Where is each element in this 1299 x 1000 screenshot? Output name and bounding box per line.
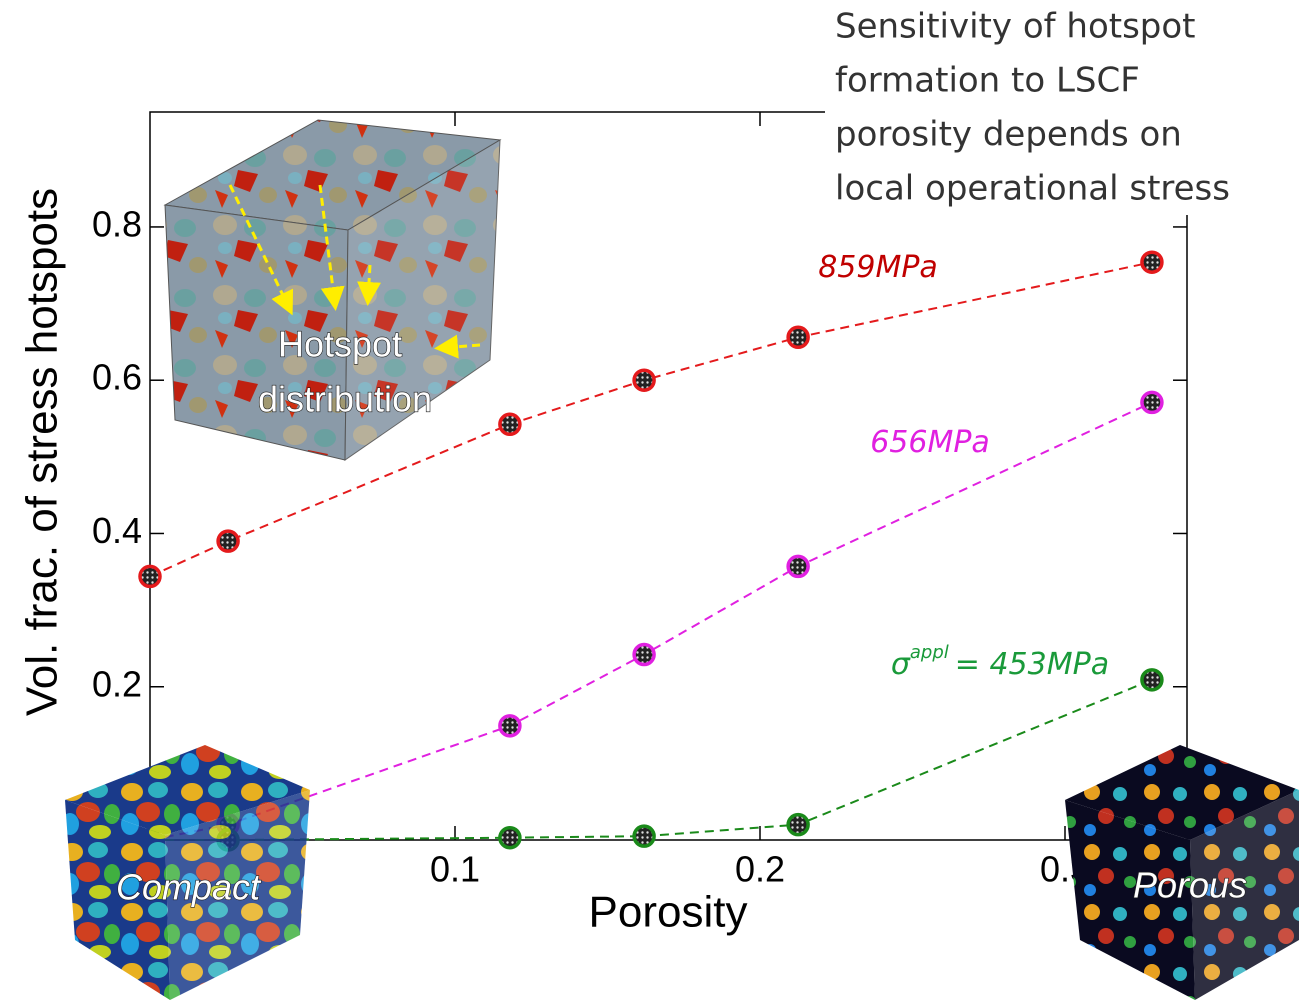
series-label: 859MPa	[818, 250, 938, 285]
image-label: Compact	[116, 867, 262, 908]
data-point	[500, 414, 520, 434]
annotation-line: formation to LSCF	[835, 61, 1140, 101]
data-point	[140, 566, 160, 586]
porous-cube: Porous	[1065, 745, 1299, 1000]
data-point	[500, 716, 520, 736]
x-axis-label: Porosity	[589, 888, 748, 937]
series-line	[150, 402, 1152, 840]
annotation-line: local operational stress	[835, 169, 1230, 209]
x-tick-label: 0.2	[735, 849, 785, 890]
data-point	[1142, 392, 1162, 412]
images: Hotspot distribution Compact Porous Sens…	[65, 0, 1299, 1000]
data-point	[500, 828, 520, 848]
y-tick-label: 0.2	[92, 663, 142, 704]
symbol: σ	[891, 647, 911, 682]
series-label: σappl = 453MPa	[891, 642, 1109, 682]
data-point	[1142, 670, 1162, 690]
data-point	[788, 327, 808, 347]
series-name: 656MPa	[870, 425, 990, 460]
data-point	[788, 815, 808, 835]
y-axis-label: Vol. frac. of stress hotspots	[18, 188, 67, 716]
annotation-line: porosity depends on	[835, 115, 1182, 155]
series-name: 859MPa	[818, 250, 938, 285]
hotspot-cube: Hotspot distribution	[165, 120, 500, 460]
data-point	[634, 370, 654, 390]
data-point	[788, 556, 808, 576]
data-point	[218, 531, 238, 551]
image-label: distribution	[258, 379, 432, 420]
y-tick-label: 0.8	[92, 203, 142, 244]
series-label: 656MPa	[870, 425, 990, 460]
series-name: = 453MPa	[955, 647, 1109, 682]
data-point	[634, 826, 654, 846]
x-tick-label: 0.1	[430, 849, 480, 890]
image-label: Hotspot	[278, 324, 402, 365]
data-point	[634, 645, 654, 665]
data-point	[1142, 252, 1162, 272]
compact-cube: Compact	[65, 745, 310, 1000]
chart: 0.20.40.60.80.10.20.3PorosityVol. frac. …	[0, 0, 1299, 1000]
superscript: appl	[910, 642, 949, 663]
image-label: Porous	[1133, 865, 1247, 906]
y-tick-label: 0.4	[92, 510, 142, 551]
annotation-line: Sensitivity of hotspot	[835, 7, 1196, 47]
y-tick-label: 0.6	[92, 357, 142, 398]
